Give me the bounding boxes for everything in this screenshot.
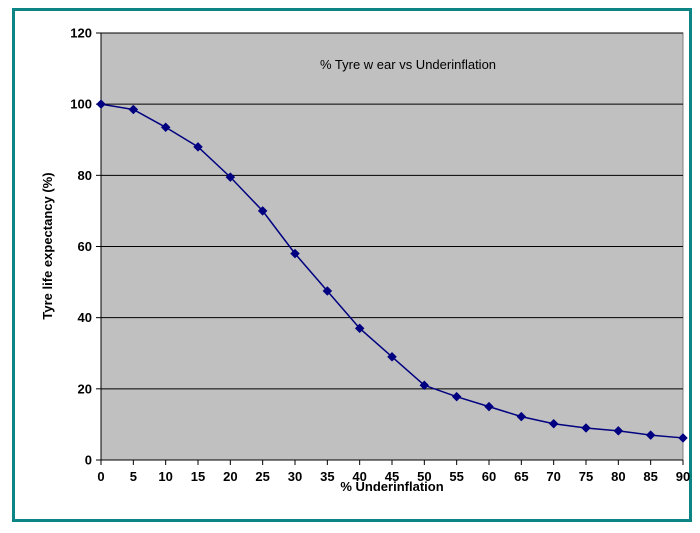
data-point-marker	[484, 401, 494, 412]
y-tick-label: 20	[78, 381, 92, 396]
x-tick-label: 75	[579, 469, 593, 484]
data-point-marker	[387, 351, 397, 362]
data-point-marker	[193, 142, 203, 152]
x-tick-label: 0	[97, 469, 104, 484]
x-tick-label: 80	[611, 469, 625, 484]
x-tick-label: 35	[320, 469, 334, 484]
data-point-marker	[451, 391, 462, 402]
y-tick-label: 40	[78, 310, 92, 325]
y-tick-label: 80	[78, 168, 92, 183]
data-point-marker	[548, 418, 559, 429]
x-tick-label: 85	[643, 469, 657, 484]
data-point-marker	[322, 286, 333, 296]
x-tick-label: 70	[546, 469, 560, 484]
gridlines	[101, 32, 683, 390]
data-point-marker	[678, 433, 688, 443]
x-tick-label: 55	[449, 469, 463, 484]
data-point-marker	[160, 122, 171, 133]
y-tick-label: 120	[70, 26, 92, 41]
y-tick-label: 60	[78, 239, 92, 254]
x-tick-label: 30	[288, 469, 302, 484]
data-point-marker	[581, 423, 591, 433]
data-point-marker	[419, 380, 430, 391]
x-tick-label: 5	[130, 469, 137, 484]
y-tick-label: 100	[70, 97, 92, 112]
x-tick-label: 25	[255, 469, 269, 484]
x-tick-label: 45	[385, 469, 399, 484]
data-point-marker	[96, 99, 106, 110]
y-axis-title: Tyre life expectancy (%)	[40, 172, 55, 319]
data-point-marker	[290, 248, 300, 259]
x-axis-title: % Underinflation	[340, 479, 443, 494]
x-tick-label: 40	[352, 469, 366, 484]
series	[96, 99, 688, 443]
x-tick-label: 65	[514, 469, 528, 484]
data-point-marker	[225, 172, 236, 182]
data-point-marker	[257, 206, 268, 216]
data-point-marker	[128, 104, 139, 115]
data-point-marker	[613, 425, 624, 436]
x-tick-label: 90	[676, 469, 690, 484]
tick-labels: 0 20 40 60 80 100 120 0 5 10 15 20 25 30 35 40 45 50 55 60 6…	[70, 26, 690, 485]
chart-title: % Tyre w ear vs Underinflation	[320, 57, 496, 72]
x-tick-label: 15	[191, 469, 205, 484]
data-point-marker	[516, 411, 527, 422]
data-point-marker	[645, 430, 656, 440]
x-tick-label: 50	[417, 469, 431, 484]
y-tick-label: 0	[85, 453, 92, 468]
x-tick-label: 60	[482, 469, 496, 484]
x-tick-label: 10	[158, 469, 172, 484]
data-point-marker	[354, 323, 365, 334]
x-tick-label: 20	[223, 469, 237, 484]
